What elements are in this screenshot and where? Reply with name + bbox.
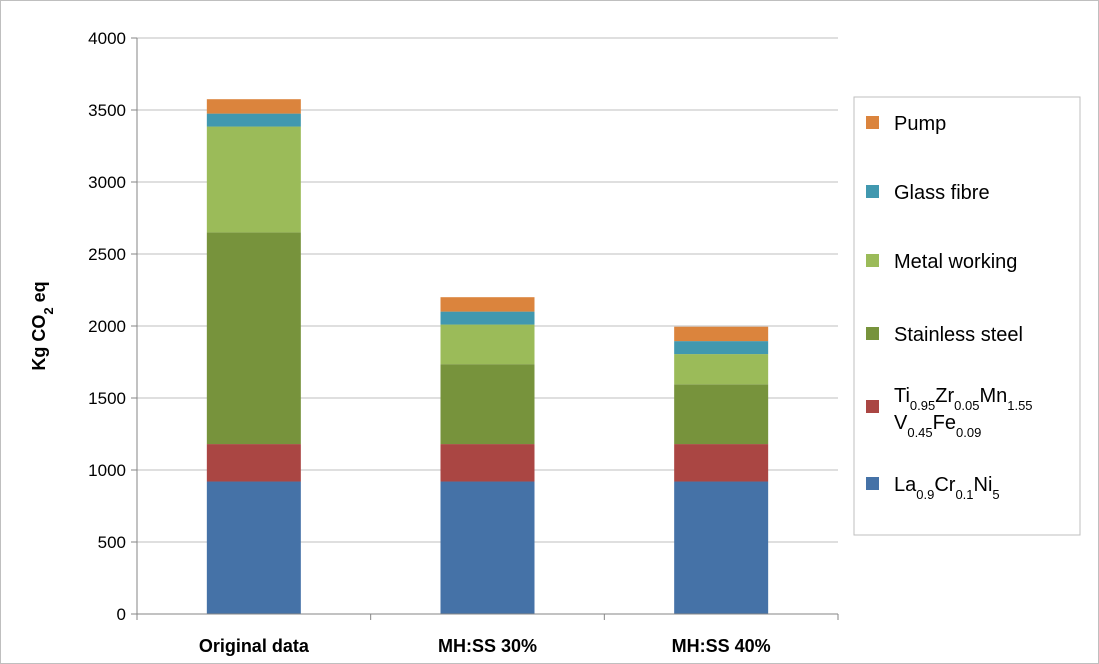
legend-label: La0.9Cr0.1Ni5 [894, 474, 1000, 502]
y-tick-label: 0 [117, 605, 126, 624]
bar-segment-pump [674, 326, 769, 342]
bar-segment-stainless-steel [440, 364, 535, 445]
x-category-label: MH:SS 30% [438, 636, 537, 656]
legend-label: Metal working [894, 251, 1017, 273]
x-category-label: MH:SS 40% [672, 636, 771, 656]
bar-segment-ti0-95zr0-05mn1-55-v0-45fe0-09 [440, 444, 535, 482]
bar-segment-glass-fibre [674, 341, 769, 355]
legend-item-stainless-steel: Stainless steel [866, 324, 1023, 346]
y-tick-label: 3500 [88, 101, 126, 120]
bar-segment-ti0-95zr0-05mn1-55-v0-45fe0-09 [206, 444, 301, 482]
bar-stack-original-data [206, 99, 301, 614]
legend: Pump Glass fibre Metal working Stainless st… [853, 96, 1081, 536]
legend-label: Glass fibre [894, 182, 990, 204]
y-tick-label: 4000 [88, 29, 126, 48]
legend-item-pump: Pump [866, 113, 946, 135]
legend-swatch [866, 400, 879, 413]
bar-segment-pump [440, 297, 535, 312]
legend-label-line: V0.45Fe0.09 [894, 412, 981, 440]
bar-segment-glass-fibre [440, 311, 535, 325]
y-tick-labels: 0 500 1000 1500 2000 2500 3000 3500 4000 [88, 29, 126, 624]
bar-segment-metal-working [206, 126, 301, 233]
legend-swatch [866, 185, 879, 198]
legend-swatch [866, 116, 879, 129]
bar-segment-metal-working [674, 354, 769, 385]
bar-segment-stainless-steel [674, 384, 769, 445]
legend-item-glass-fibre: Glass fibre [866, 182, 990, 204]
y-tick-label: 500 [98, 533, 126, 552]
legend-label: Pump [894, 113, 946, 135]
bar-stack-mh-ss-40 [674, 326, 769, 614]
bar-segment-la0-9cr0-1ni5 [674, 481, 769, 614]
legend-box [853, 96, 1081, 536]
legend-swatch [866, 327, 879, 340]
y-tick-label: 2500 [88, 245, 126, 264]
axes [136, 38, 839, 620]
y-axis-title: Kg CO2 eq [29, 281, 56, 370]
legend-label: Stainless steel [894, 324, 1023, 346]
legend-item-la0-9cr0-1ni5: La0.9Cr0.1Ni5 [866, 474, 1000, 502]
bar-segment-la0-9cr0-1ni5 [440, 481, 535, 614]
bar-segment-pump [206, 99, 301, 114]
bar-segment-glass-fibre [206, 113, 301, 127]
y-tick-label: 2000 [88, 317, 126, 336]
x-category-label: Original data [199, 636, 310, 656]
y-tick-label: 3000 [88, 173, 126, 192]
bar-segment-stainless-steel [206, 232, 301, 445]
legend-swatch [866, 477, 879, 490]
x-category-labels: Original data MH:SS 30% MH:SS 40% [199, 636, 771, 656]
legend-swatch [866, 254, 879, 267]
legend-label-line: Ti0.95Zr0.05Mn1.55 [894, 385, 1033, 413]
y-tick-label: 1500 [88, 389, 126, 408]
bar-segment-metal-working [440, 324, 535, 365]
bar-segment-ti0-95zr0-05mn1-55-v0-45fe0-09 [674, 444, 769, 482]
legend-item-metal-working: Metal working [866, 251, 1017, 273]
y-tick-label: 1000 [88, 461, 126, 480]
bars [206, 99, 769, 614]
bar-stack-mh-ss-30 [440, 297, 535, 614]
bar-segment-la0-9cr0-1ni5 [206, 481, 301, 614]
